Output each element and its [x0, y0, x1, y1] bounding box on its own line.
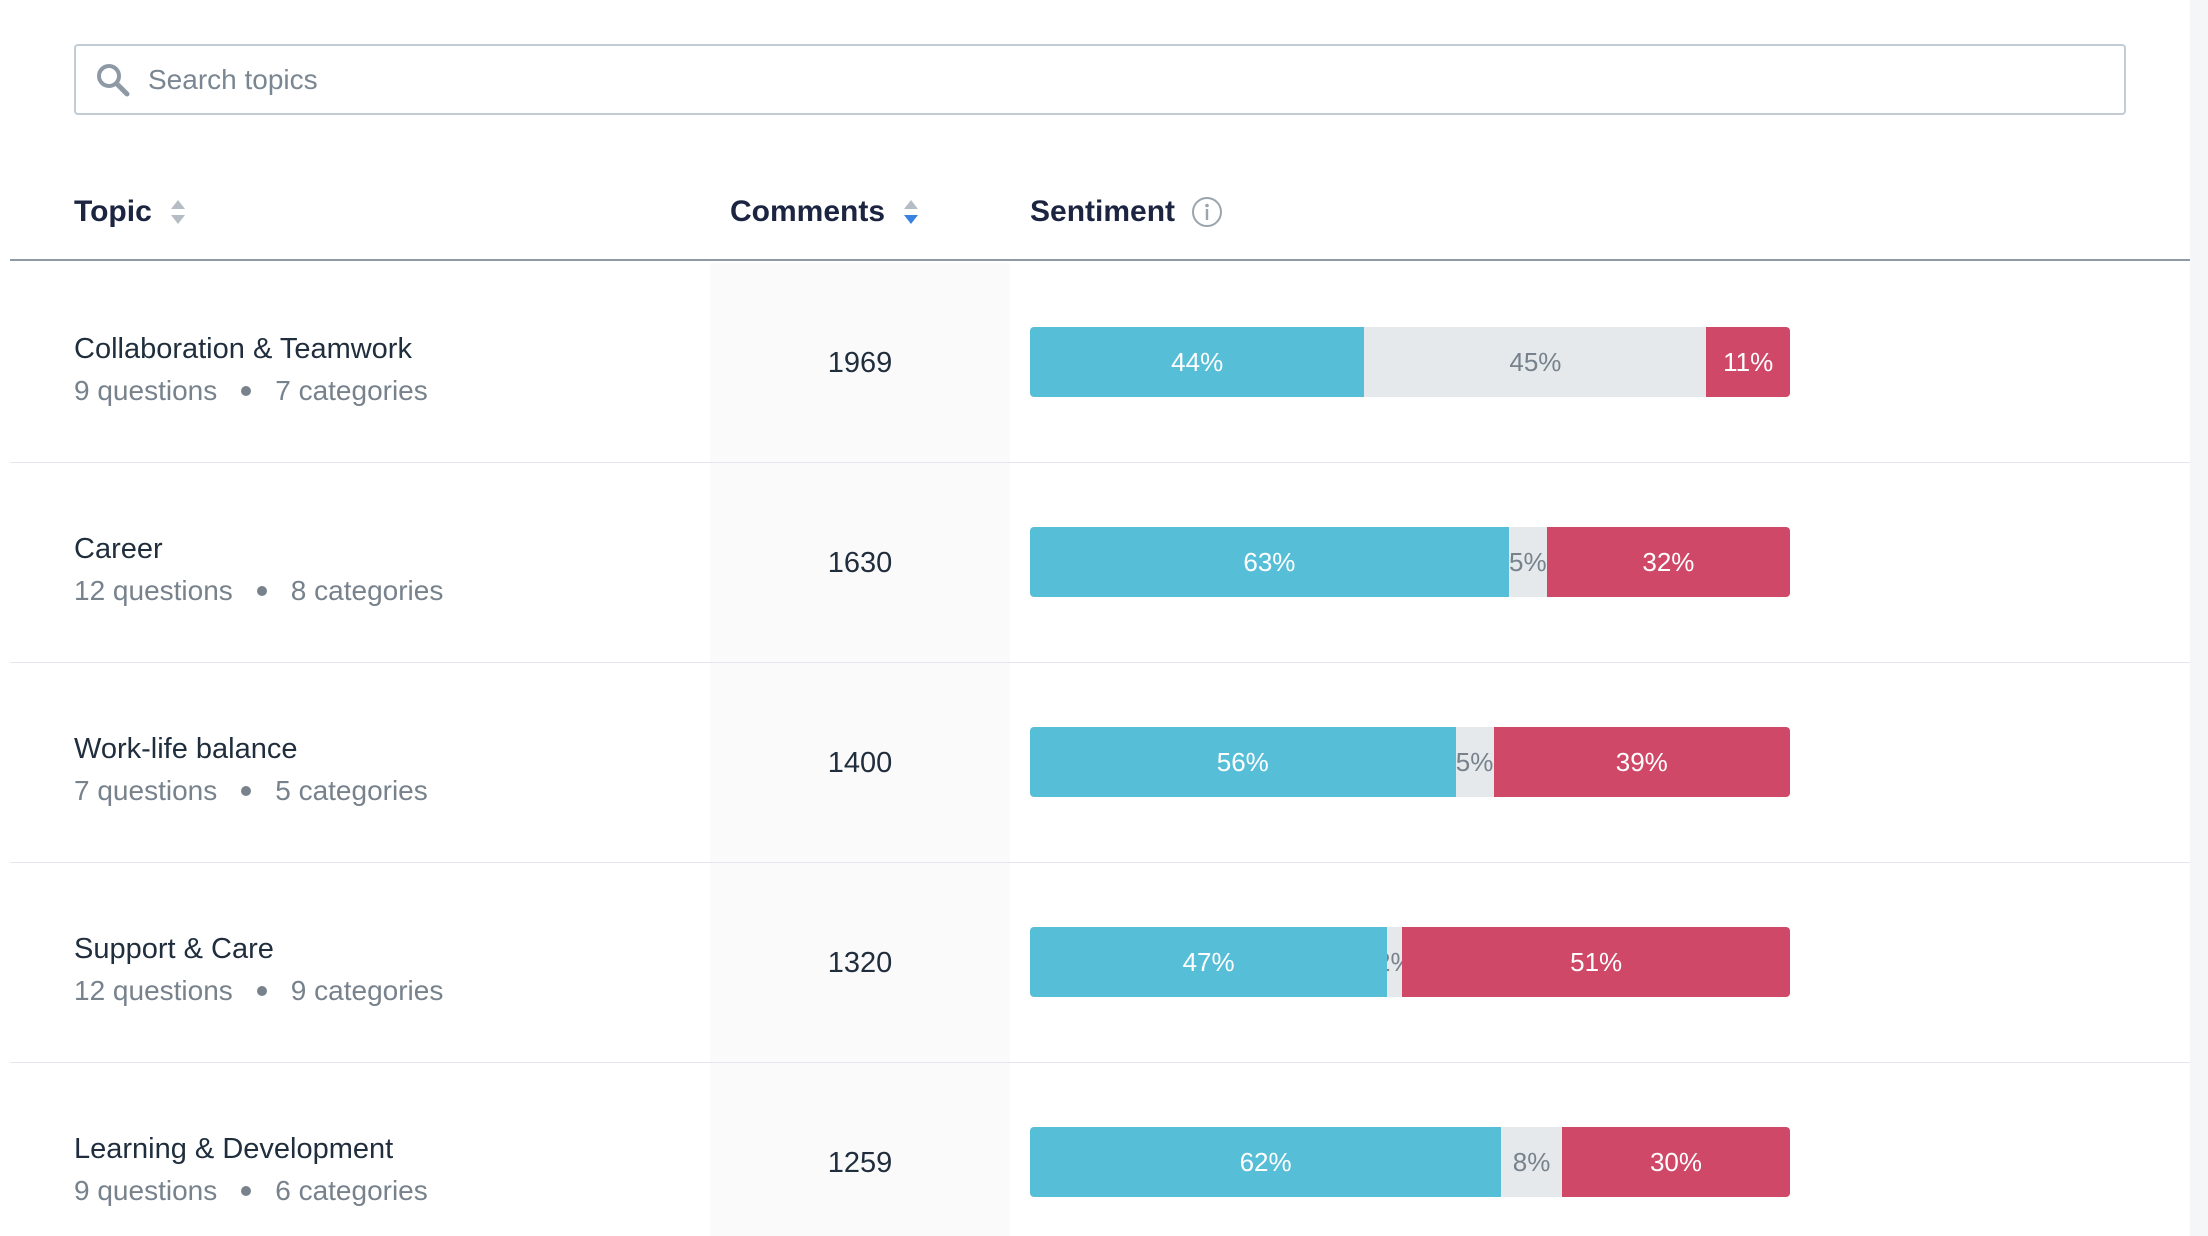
- separator-dot: [256, 986, 267, 996]
- topic-cell: Learning & Development 9 questions 6 cat…: [74, 1131, 428, 1209]
- separator-dot: [256, 586, 267, 596]
- sentiment-bar[interactable]: 63% 5% 32%: [1030, 527, 1790, 597]
- separator-dot: [241, 1186, 252, 1196]
- positive-segment[interactable]: 44%: [1030, 327, 1365, 397]
- table-row[interactable]: Career 12 questions 8 categories 1630 63…: [10, 463, 2190, 663]
- positive-segment[interactable]: 47%: [1030, 927, 1388, 997]
- separator-dot: [241, 786, 252, 796]
- neutral-segment[interactable]: 5%: [1508, 527, 1547, 597]
- neutral-segment[interactable]: 2%: [1387, 927, 1403, 997]
- neutral-segment[interactable]: 45%: [1364, 327, 1707, 397]
- search-input[interactable]: [148, 63, 2048, 96]
- category-count: 9 categories: [290, 975, 444, 1006]
- negative-segment[interactable]: 39%: [1493, 727, 1790, 797]
- topic-cell: Support & Care 12 questions 9 categories: [74, 931, 443, 1009]
- comment-count: 1630: [827, 546, 893, 579]
- comments-column-background: [710, 263, 1010, 1236]
- search-icon: [97, 63, 130, 96]
- table-row[interactable]: Collaboration & Teamwork 9 questions 7 c…: [10, 263, 2190, 463]
- comment-count: 1969: [827, 346, 893, 379]
- question-count: 9 questions: [74, 375, 218, 406]
- comment-count: 1320: [827, 946, 893, 979]
- topics-panel: [10, 0, 2190, 1236]
- column-header-sentiment-label: Sentiment: [1030, 195, 1176, 228]
- sentiment-bar[interactable]: 44% 45% 11%: [1030, 327, 1790, 397]
- topic-cell: Career 12 questions 8 categories: [74, 531, 443, 609]
- category-count: 7 categories: [275, 375, 428, 406]
- column-header-topic-label: Topic: [74, 195, 152, 228]
- question-count: 12 questions: [74, 575, 233, 606]
- column-header-comments-label: Comments: [730, 195, 886, 228]
- positive-segment[interactable]: 62%: [1030, 1127, 1502, 1197]
- topic-meta: 12 questions 8 categories: [74, 573, 443, 609]
- topic-name[interactable]: Collaboration & Teamwork: [74, 333, 412, 365]
- negative-segment[interactable]: 51%: [1402, 927, 1790, 997]
- topic-meta: 9 questions 6 categories: [74, 1173, 428, 1209]
- sort-icon[interactable]: [903, 198, 919, 226]
- sentiment-bar[interactable]: 62% 8% 30%: [1030, 1127, 1790, 1197]
- sort-icon[interactable]: [170, 198, 186, 226]
- question-count: 9 questions: [74, 1175, 218, 1206]
- question-count: 12 questions: [74, 975, 233, 1006]
- topic-cell: Work-life balance 7 questions 5 categori…: [74, 731, 428, 809]
- page-edge: [2190, 0, 2208, 1236]
- table-row[interactable]: Learning & Development 9 questions 6 cat…: [10, 1063, 2190, 1236]
- topic-meta: 7 questions 5 categories: [74, 773, 428, 809]
- comment-count: 1259: [827, 1146, 893, 1179]
- topic-cell: Collaboration & Teamwork 9 questions 7 c…: [74, 331, 428, 409]
- separator-dot: [241, 386, 252, 396]
- category-count: 5 categories: [275, 775, 428, 806]
- sentiment-bar[interactable]: 47% 2% 51%: [1030, 927, 1790, 997]
- info-icon[interactable]: [1191, 196, 1223, 228]
- negative-segment[interactable]: 32%: [1546, 527, 1790, 597]
- topic-meta: 12 questions 9 categories: [74, 973, 443, 1009]
- column-header-comments[interactable]: Comments: [730, 165, 919, 259]
- column-header-sentiment: Sentiment: [1030, 165, 1223, 259]
- negative-segment[interactable]: 11%: [1706, 327, 1790, 397]
- neutral-segment[interactable]: 8%: [1501, 1127, 1562, 1197]
- topic-name[interactable]: Work-life balance: [74, 733, 298, 765]
- comment-count: 1400: [827, 746, 893, 779]
- table-row[interactable]: Support & Care 12 questions 9 categories…: [10, 863, 2190, 1063]
- topic-name[interactable]: Support & Care: [74, 933, 274, 965]
- neutral-segment[interactable]: 5%: [1455, 727, 1494, 797]
- negative-segment[interactable]: 30%: [1561, 1127, 1790, 1197]
- topic-name[interactable]: Career: [74, 533, 163, 565]
- question-count: 7 questions: [74, 775, 218, 806]
- sentiment-bar[interactable]: 56% 5% 39%: [1030, 727, 1790, 797]
- topic-meta: 9 questions 7 categories: [74, 373, 428, 409]
- search-box[interactable]: [74, 44, 2126, 115]
- column-header-topic[interactable]: Topic: [74, 165, 186, 259]
- category-count: 8 categories: [290, 575, 444, 606]
- table-row[interactable]: Work-life balance 7 questions 5 categori…: [10, 663, 2190, 863]
- category-count: 6 categories: [275, 1175, 428, 1206]
- topic-name[interactable]: Learning & Development: [74, 1133, 394, 1165]
- table-header: Topic Comments Sentiment: [10, 165, 2190, 261]
- positive-segment[interactable]: 56%: [1030, 727, 1456, 797]
- positive-segment[interactable]: 63%: [1030, 527, 1509, 597]
